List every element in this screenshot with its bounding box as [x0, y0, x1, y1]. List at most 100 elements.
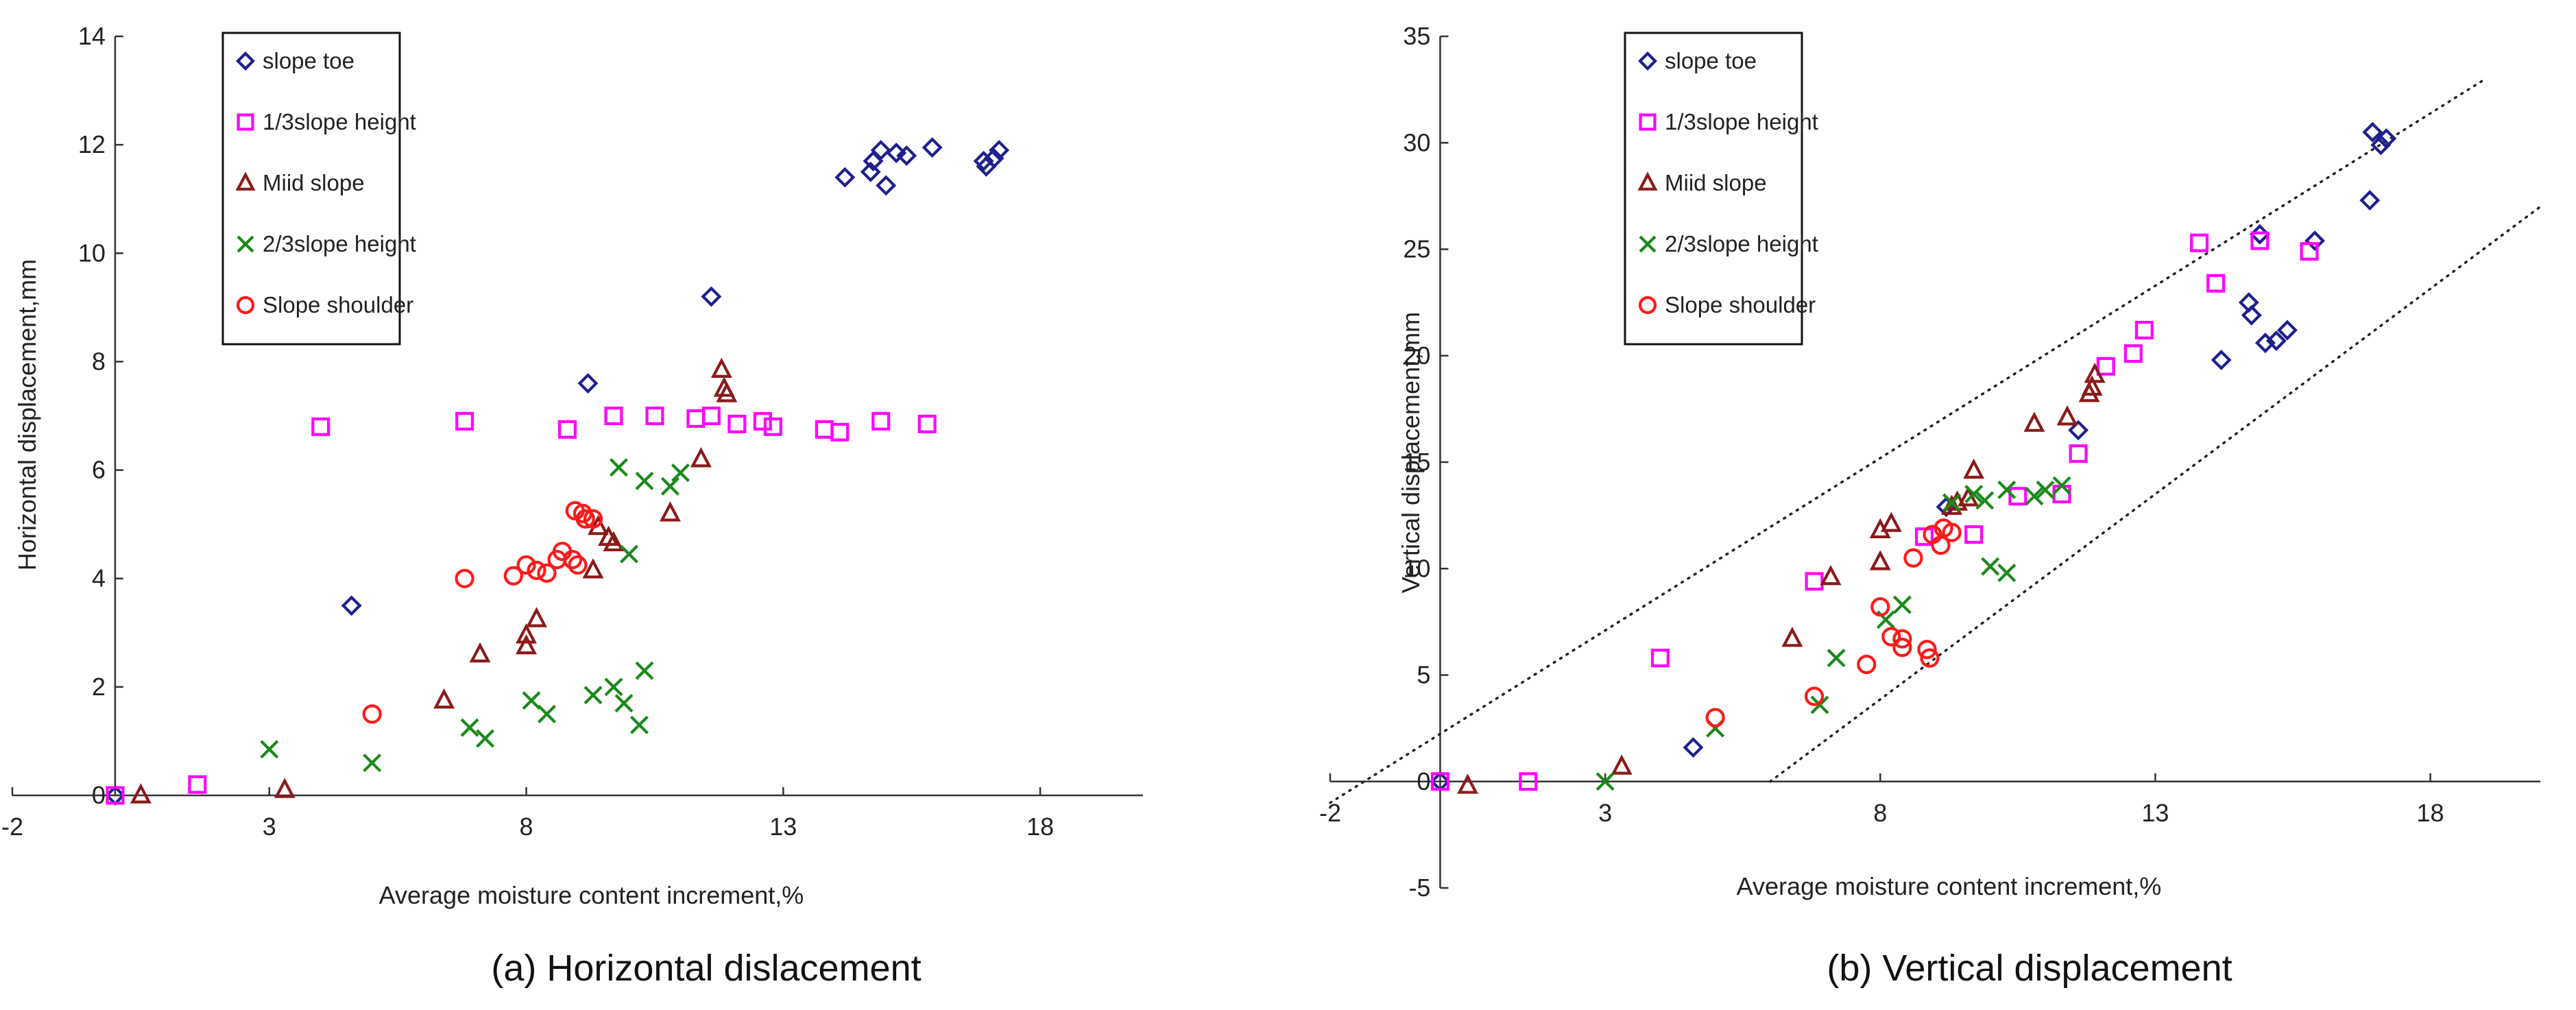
data-point	[575, 509, 595, 529]
y-tick-label: 10	[78, 239, 106, 267]
data-point	[753, 411, 772, 431]
data-point	[614, 694, 634, 713]
data-point	[1596, 772, 1615, 791]
data-point	[619, 544, 638, 564]
data-point	[1810, 695, 1829, 714]
data-point	[1611, 754, 1633, 775]
data-point	[1964, 525, 1984, 544]
y-tick-label: 35	[1403, 22, 1430, 50]
data-point	[604, 406, 623, 425]
data-point	[830, 422, 850, 442]
data-point	[2250, 231, 2270, 250]
legend: slope toe 1/3slope height Miid slope 2/3slo…	[221, 32, 416, 346]
legend-marker	[1639, 235, 1657, 253]
data-point	[716, 382, 738, 402]
data-point	[2206, 274, 2226, 293]
data-point	[1650, 649, 1670, 668]
data-point	[1857, 654, 1877, 675]
data-point	[106, 786, 125, 805]
y-tick-label: 6	[92, 456, 106, 484]
data-point	[763, 417, 782, 436]
data-point	[1981, 557, 2000, 576]
data-point	[1870, 597, 1890, 617]
y-tick-label: 12	[78, 130, 106, 158]
x-tick-label: -2	[1, 813, 23, 841]
data-point	[1683, 737, 1704, 758]
data-point	[1457, 773, 1479, 794]
data-point	[558, 420, 577, 439]
data-point	[516, 555, 536, 575]
data-point	[503, 566, 523, 586]
data-point	[635, 471, 654, 490]
data-point	[583, 509, 603, 529]
data-point	[516, 623, 538, 644]
y-tick-label: 0	[92, 781, 106, 809]
data-point	[583, 686, 603, 705]
data-point	[1892, 595, 1912, 614]
data-point	[1942, 493, 1962, 512]
chart-horizontal-displacement: -2 3 8 13 18 0 2 4 6 8 10 12 14 Average moisture cont…	[1, 22, 1143, 989]
legend-label: 1/3slope height	[263, 109, 416, 134]
data-point	[645, 406, 664, 425]
data-point	[1975, 491, 1995, 510]
data-point	[2241, 304, 2262, 326]
data-point	[686, 409, 706, 428]
series-miid-slope	[1457, 362, 2106, 794]
data-point	[2134, 320, 2154, 339]
data-point	[863, 150, 884, 171]
data-point	[537, 563, 557, 583]
data-point	[701, 286, 722, 307]
data-point	[2052, 476, 2071, 495]
x-tick-label: 3	[263, 813, 276, 841]
data-point	[1942, 522, 1962, 542]
y-tick-label: 0	[1417, 767, 1430, 795]
data-point	[2376, 128, 2397, 149]
data-point	[562, 549, 583, 570]
legend-marker	[237, 235, 254, 253]
data-point	[1914, 527, 1934, 546]
legend-label: Slope shoulder	[263, 292, 413, 317]
data-point	[1827, 649, 1846, 668]
data-point	[1519, 772, 1538, 791]
data-point	[2052, 485, 2071, 504]
data-point	[1964, 485, 1984, 504]
data-point	[1958, 486, 1979, 507]
data-point	[710, 357, 732, 378]
y-tick-label: 30	[1403, 128, 1430, 156]
data-point	[522, 691, 541, 710]
legend-label: Miid slope	[1665, 170, 1767, 195]
data-point	[455, 411, 474, 431]
legend-marker	[236, 51, 255, 71]
figure-caption: (a) Horizontal dislacement	[491, 948, 921, 989]
data-point	[568, 555, 588, 575]
data-point	[341, 595, 362, 616]
legend-label: slope toe	[263, 48, 354, 73]
data-point	[1804, 686, 1825, 706]
data-point	[2096, 357, 2115, 376]
data-point	[433, 688, 455, 709]
data-point	[1430, 772, 1449, 791]
legend-marker	[236, 296, 255, 315]
data-point	[2036, 480, 2055, 499]
data-point	[922, 137, 943, 158]
data-point	[690, 447, 712, 468]
legend-label: 2/3slope height	[263, 231, 416, 256]
data-point	[983, 147, 1004, 169]
data-point	[1705, 708, 1725, 728]
data-point	[1781, 627, 1803, 647]
data-point	[635, 661, 654, 680]
y-axis-label: Horizontal displacement,mm	[13, 259, 41, 570]
data-point	[538, 704, 557, 723]
series-slope-toe	[104, 137, 1010, 806]
data-point	[363, 754, 382, 773]
data-point	[1881, 627, 1901, 647]
data-point	[834, 167, 856, 188]
data-point	[659, 501, 681, 522]
data-point	[2084, 362, 2106, 383]
data-point	[917, 414, 937, 433]
series-slope-toe	[1430, 121, 2397, 792]
data-point	[460, 718, 479, 737]
data-point	[2023, 411, 2045, 432]
series-miid-slope	[130, 357, 738, 804]
